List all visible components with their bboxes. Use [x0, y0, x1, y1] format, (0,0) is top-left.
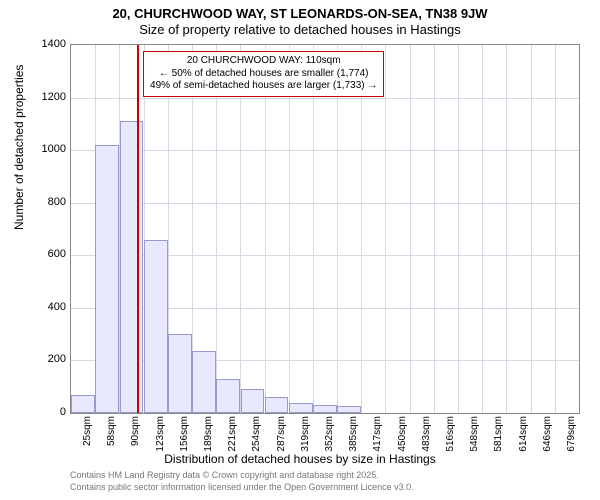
x-tick-label: 352sqm — [324, 416, 335, 456]
annotation-box: 20 CHURCHWOOD WAY: 110sqm ← 50% of detac… — [143, 51, 384, 97]
annotation-line1: 20 CHURCHWOOD WAY: 110sqm — [150, 55, 377, 68]
histogram-bar — [71, 395, 95, 413]
histogram-bar — [144, 240, 168, 413]
y-tick-label: 0 — [26, 406, 66, 418]
gridline-vertical — [313, 45, 314, 413]
plot-area: 20 CHURCHWOOD WAY: 110sqm ← 50% of detac… — [70, 44, 580, 414]
histogram-bar — [313, 405, 337, 413]
x-tick-label: 548sqm — [469, 416, 480, 456]
gridline-vertical — [361, 45, 362, 413]
annotation-line2: ← 50% of detached houses are smaller (1,… — [150, 68, 377, 81]
histogram-bar — [120, 121, 144, 413]
x-tick-label: 287sqm — [276, 416, 287, 456]
y-tick-label: 800 — [26, 196, 66, 208]
gridline-vertical — [289, 45, 290, 413]
histogram-bar — [265, 397, 289, 413]
x-tick-label: 614sqm — [518, 416, 529, 456]
y-tick-label: 400 — [26, 301, 66, 313]
gridline-horizontal — [71, 203, 579, 204]
x-tick-label: 516sqm — [445, 416, 456, 456]
x-tick-label: 25sqm — [82, 416, 93, 456]
gridline-vertical — [531, 45, 532, 413]
gridline-vertical — [434, 45, 435, 413]
footer-line2: Contains public sector information licen… — [70, 482, 414, 492]
y-tick-label: 600 — [26, 248, 66, 260]
y-axis-label: Number of detached properties — [12, 65, 26, 230]
x-tick-label: 90sqm — [130, 416, 141, 456]
x-tick-label: 123sqm — [155, 416, 166, 456]
x-tick-label: 156sqm — [179, 416, 190, 456]
chart-title-line2: Size of property relative to detached ho… — [0, 22, 600, 37]
x-tick-label: 221sqm — [227, 416, 238, 456]
x-tick-label: 189sqm — [203, 416, 214, 456]
footer-line1: Contains HM Land Registry data © Crown c… — [70, 470, 379, 480]
gridline-vertical — [240, 45, 241, 413]
histogram-bar — [95, 145, 119, 413]
annotation-line3: 49% of semi-detached houses are larger (… — [150, 80, 377, 93]
x-tick-label: 319sqm — [300, 416, 311, 456]
gridline-horizontal — [71, 150, 579, 151]
x-tick-label: 254sqm — [251, 416, 262, 456]
gridline-horizontal — [71, 98, 579, 99]
gridline-vertical — [555, 45, 556, 413]
x-tick-label: 450sqm — [397, 416, 408, 456]
y-tick-label: 1400 — [26, 38, 66, 50]
gridline-vertical — [458, 45, 459, 413]
x-tick-label: 58sqm — [106, 416, 117, 456]
gridline-vertical — [482, 45, 483, 413]
gridline-vertical — [265, 45, 266, 413]
x-tick-label: 385sqm — [348, 416, 359, 456]
gridline-vertical — [337, 45, 338, 413]
chart-container: 20, CHURCHWOOD WAY, ST LEONARDS-ON-SEA, … — [0, 0, 600, 500]
x-tick-label: 679sqm — [566, 416, 577, 456]
x-tick-label: 646sqm — [542, 416, 553, 456]
histogram-bar — [289, 403, 313, 414]
histogram-bar — [241, 389, 265, 413]
gridline-vertical — [410, 45, 411, 413]
gridline-vertical — [506, 45, 507, 413]
gridline-vertical — [385, 45, 386, 413]
marker-line — [137, 45, 139, 413]
y-tick-label: 1200 — [26, 91, 66, 103]
gridline-vertical — [216, 45, 217, 413]
chart-title-line1: 20, CHURCHWOOD WAY, ST LEONARDS-ON-SEA, … — [0, 6, 600, 21]
histogram-bar — [337, 406, 361, 413]
x-tick-label: 581sqm — [493, 416, 504, 456]
histogram-bar — [216, 379, 240, 413]
histogram-bar — [192, 351, 216, 413]
y-tick-label: 200 — [26, 353, 66, 365]
x-tick-label: 417sqm — [372, 416, 383, 456]
y-tick-label: 1000 — [26, 143, 66, 155]
histogram-bar — [168, 334, 192, 413]
x-tick-label: 483sqm — [421, 416, 432, 456]
